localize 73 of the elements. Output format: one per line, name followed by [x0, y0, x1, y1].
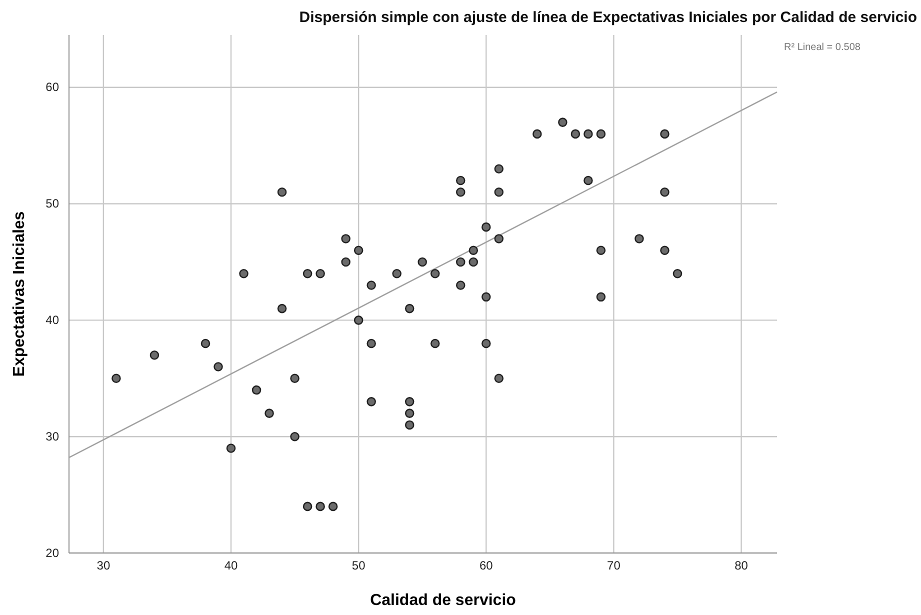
y-tick-label: 20: [46, 546, 60, 560]
x-tick-label: 80: [734, 558, 748, 573]
x-tick-label: 70: [607, 558, 621, 573]
point: [290, 374, 300, 384]
point: [430, 269, 440, 278]
point: [302, 269, 312, 278]
point: [239, 269, 248, 278]
point: [252, 385, 262, 395]
point: [468, 257, 478, 267]
point: [392, 269, 402, 278]
point: [596, 246, 606, 255]
point: [570, 129, 580, 139]
point: [456, 280, 466, 290]
x-tick-label: 40: [224, 558, 238, 573]
point: [200, 338, 210, 348]
point: [558, 118, 568, 127]
point: [494, 164, 504, 174]
point: [404, 408, 414, 418]
point: [660, 246, 670, 255]
point: [316, 269, 325, 278]
y-tick-label: 50: [46, 196, 60, 211]
point: [404, 304, 414, 314]
point: [634, 234, 644, 244]
point: [366, 280, 376, 290]
x-axis-title: Calidad de servicio: [370, 592, 516, 609]
point: [418, 257, 427, 267]
point: [456, 188, 466, 197]
point: [366, 397, 376, 406]
point: [494, 374, 504, 384]
point: [660, 129, 670, 139]
point: [494, 188, 504, 197]
point: [494, 234, 504, 244]
point: [150, 350, 160, 360]
point: [584, 129, 593, 139]
text: R² Lineal = 0.508: [784, 42, 861, 53]
point: [341, 234, 350, 244]
point: [290, 432, 300, 442]
point: [532, 129, 542, 139]
point: [468, 246, 478, 255]
point: [456, 176, 466, 186]
point: [404, 397, 414, 406]
point: [354, 246, 364, 255]
point: [214, 362, 223, 372]
point: [482, 222, 491, 232]
x-tick-label: 60: [479, 558, 494, 573]
y-tick-label: 40: [46, 313, 60, 328]
point: [112, 374, 121, 384]
point: [672, 269, 682, 278]
y-axis-title: Expectativas Iniciales: [11, 211, 28, 377]
point: [660, 188, 670, 197]
point: [482, 292, 491, 302]
point: [341, 257, 350, 267]
x-tick-label: 50: [352, 558, 366, 573]
point: [354, 316, 364, 325]
point: [366, 338, 376, 348]
point: [596, 129, 606, 139]
point: [264, 408, 274, 418]
x-tick-label: 30: [96, 558, 110, 573]
chart-title: Dispersión simple con ajuste de línea de Expectativas Iniciales por Calidad de servicio: [299, 9, 917, 26]
point: [482, 338, 491, 348]
point: [277, 304, 287, 314]
point: [404, 420, 414, 430]
point: [328, 502, 338, 512]
y-tick-label: 60: [46, 80, 60, 94]
point: [584, 176, 593, 186]
point: [302, 502, 312, 512]
y-tick-label: 30: [46, 429, 60, 444]
point: [456, 257, 466, 267]
point: [316, 502, 325, 512]
point: [226, 444, 236, 453]
point: [277, 188, 287, 197]
point: [430, 338, 440, 348]
point: [596, 292, 606, 302]
